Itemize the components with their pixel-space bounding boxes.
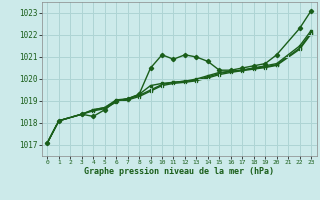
X-axis label: Graphe pression niveau de la mer (hPa): Graphe pression niveau de la mer (hPa) [84,167,274,176]
